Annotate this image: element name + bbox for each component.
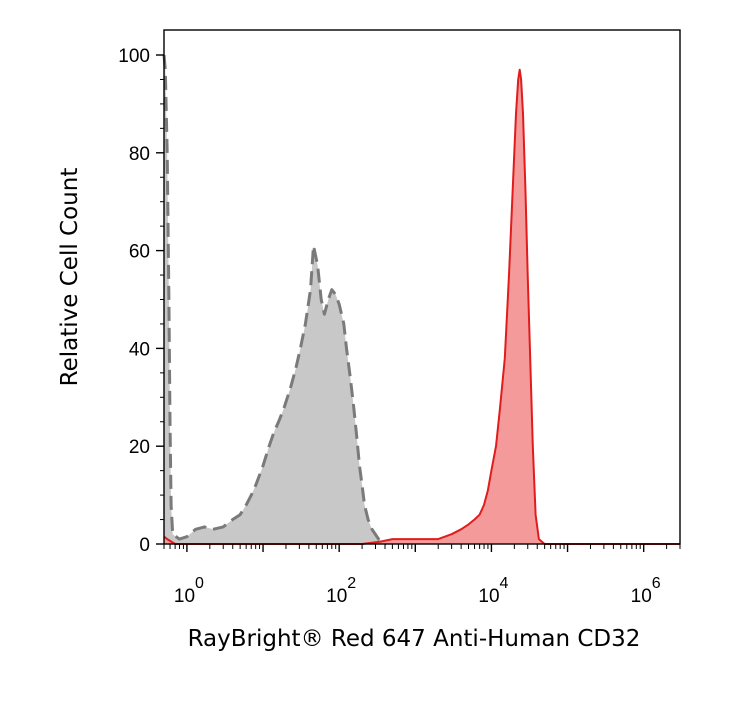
x-tick-label: 102 — [326, 575, 356, 607]
y-tick-label: 40 — [129, 339, 150, 360]
plot-frame — [163, 29, 681, 545]
series-1-area — [164, 55, 387, 544]
y-tick-label: 100 — [118, 46, 150, 67]
x-tick-label: 100 — [174, 575, 204, 607]
y-tick-label: 20 — [129, 437, 150, 458]
series-2-area — [164, 69, 680, 544]
x-axis-title: RayBright® Red 647 Anti-Human CD32 — [188, 626, 641, 652]
y-tick-label: 0 — [139, 535, 150, 556]
x-tick-label: 106 — [631, 575, 661, 607]
series-2-line — [163, 68, 680, 545]
x-tick-label: 104 — [478, 575, 508, 607]
series-1-line — [162, 54, 388, 546]
axis-layer: 0 20 40 60 80 100 100 102 104 106 — [118, 46, 681, 607]
y-tick-label: 60 — [129, 242, 150, 263]
series-layer — [162, 54, 680, 546]
y-axis-title: Relative Cell Count — [57, 168, 83, 387]
y-tick-label: 80 — [129, 144, 150, 165]
